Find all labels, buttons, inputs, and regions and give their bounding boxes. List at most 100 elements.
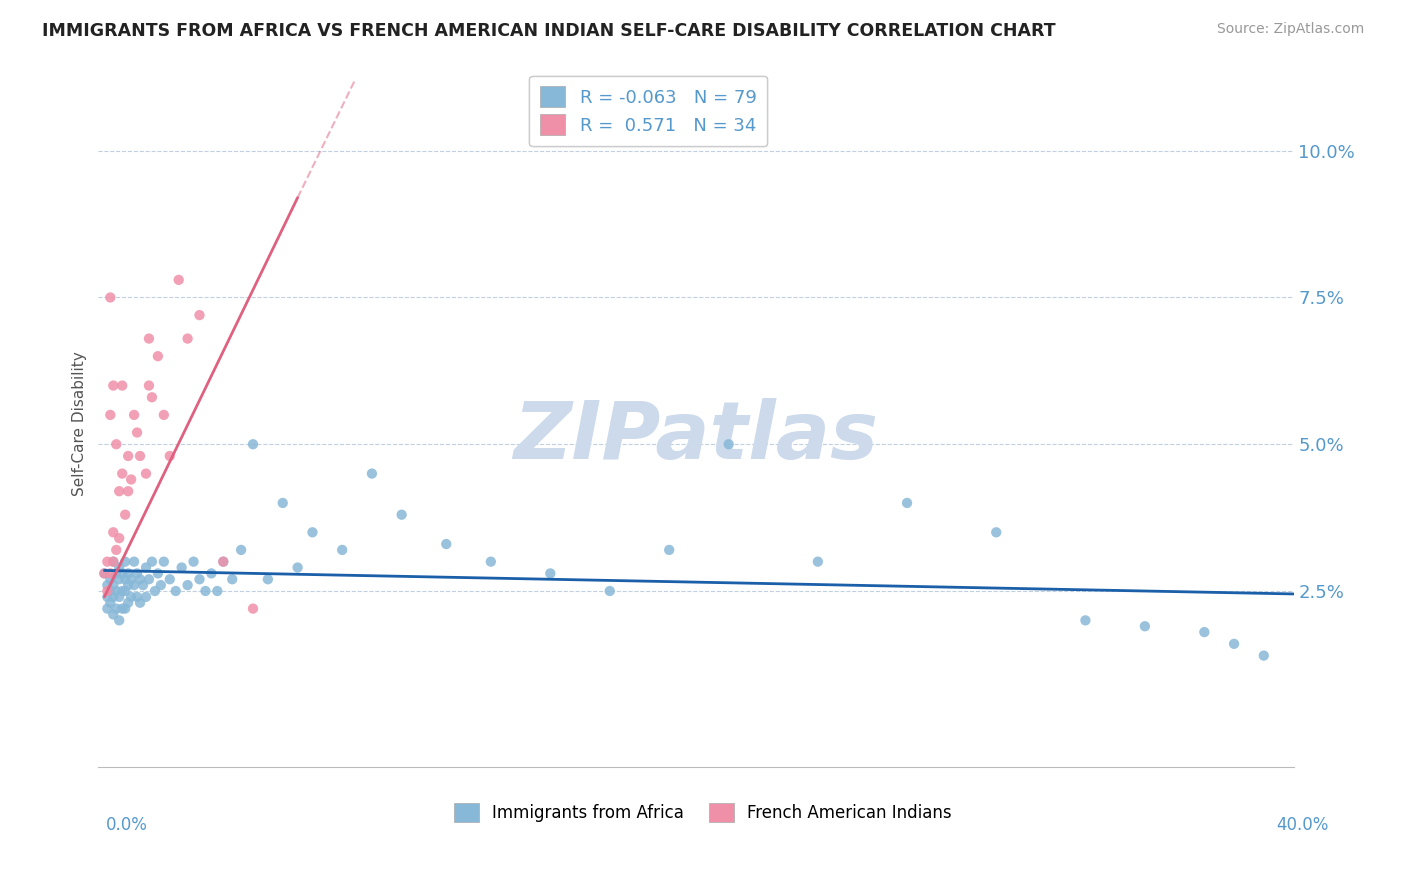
- Point: [138, 572, 160, 586]
- Text: IMMIGRANTS FROM AFRICA VS FRENCH AMERICAN INDIAN SELF-CARE DISABILITY CORRELATIO: IMMIGRANTS FROM AFRICA VS FRENCH AMERICA…: [42, 22, 1056, 40]
- Point: [149, 578, 172, 592]
- Point: [479, 555, 502, 569]
- Text: 40.0%: 40.0%: [1277, 816, 1329, 834]
- Point: [125, 590, 148, 604]
- Point: [434, 537, 457, 551]
- Point: [132, 578, 155, 592]
- Point: [135, 560, 157, 574]
- Point: [271, 496, 294, 510]
- Point: [103, 525, 125, 540]
- Point: [138, 332, 160, 346]
- Point: [98, 596, 121, 610]
- Point: [188, 572, 211, 586]
- Point: [105, 601, 128, 615]
- Point: [143, 584, 166, 599]
- Point: [108, 531, 131, 545]
- Point: [122, 555, 145, 569]
- Point: [114, 601, 136, 615]
- Point: [176, 578, 198, 592]
- Point: [108, 590, 131, 604]
- Legend: R = -0.063   N = 79, R =  0.571   N = 34: R = -0.063 N = 79, R = 0.571 N = 34: [529, 76, 768, 146]
- Point: [117, 578, 139, 592]
- Point: [1253, 648, 1275, 663]
- Point: [103, 607, 125, 622]
- Point: [170, 560, 193, 574]
- Point: [111, 378, 134, 392]
- Point: [207, 584, 229, 599]
- Point: [717, 437, 740, 451]
- Point: [221, 572, 243, 586]
- Point: [117, 566, 139, 581]
- Point: [129, 596, 152, 610]
- Point: [98, 584, 121, 599]
- Point: [111, 566, 134, 581]
- Point: [986, 525, 1008, 540]
- Point: [111, 601, 134, 615]
- Point: [391, 508, 413, 522]
- Point: [98, 291, 121, 305]
- Point: [159, 572, 181, 586]
- Point: [105, 542, 128, 557]
- Point: [114, 508, 136, 522]
- Text: Source: ZipAtlas.com: Source: ZipAtlas.com: [1216, 22, 1364, 37]
- Point: [229, 542, 252, 557]
- Text: ZIPatlas: ZIPatlas: [513, 399, 879, 476]
- Point: [146, 349, 169, 363]
- Point: [153, 555, 176, 569]
- Point: [658, 542, 681, 557]
- Point: [1194, 625, 1216, 640]
- Point: [301, 525, 323, 540]
- Point: [108, 613, 131, 627]
- Point: [125, 425, 148, 440]
- Point: [111, 584, 134, 599]
- Point: [1074, 613, 1097, 627]
- Point: [114, 572, 136, 586]
- Point: [93, 566, 115, 581]
- Point: [96, 601, 118, 615]
- Point: [807, 555, 830, 569]
- Point: [138, 378, 160, 392]
- Point: [242, 601, 264, 615]
- Point: [194, 584, 217, 599]
- Point: [141, 555, 163, 569]
- Point: [96, 578, 118, 592]
- Point: [176, 332, 198, 346]
- Point: [212, 555, 235, 569]
- Point: [117, 449, 139, 463]
- Point: [98, 566, 121, 581]
- Point: [212, 555, 235, 569]
- Point: [120, 590, 142, 604]
- Point: [114, 584, 136, 599]
- Point: [153, 408, 176, 422]
- Point: [141, 390, 163, 404]
- Point: [105, 584, 128, 599]
- Point: [117, 484, 139, 499]
- Point: [96, 590, 118, 604]
- Point: [538, 566, 561, 581]
- Point: [361, 467, 384, 481]
- Point: [93, 566, 115, 581]
- Text: 0.0%: 0.0%: [105, 816, 148, 834]
- Point: [120, 473, 142, 487]
- Point: [108, 560, 131, 574]
- Point: [1133, 619, 1156, 633]
- Point: [330, 542, 353, 557]
- Point: [96, 584, 118, 599]
- Point: [108, 572, 131, 586]
- Point: [135, 467, 157, 481]
- Point: [135, 590, 157, 604]
- Point: [122, 408, 145, 422]
- Point: [896, 496, 918, 510]
- Point: [242, 437, 264, 451]
- Point: [120, 572, 142, 586]
- Point: [122, 578, 145, 592]
- Point: [103, 590, 125, 604]
- Point: [96, 555, 118, 569]
- Point: [159, 449, 181, 463]
- Point: [98, 572, 121, 586]
- Point: [1223, 637, 1246, 651]
- Point: [183, 555, 205, 569]
- Point: [257, 572, 280, 586]
- Point: [117, 596, 139, 610]
- Point: [599, 584, 621, 599]
